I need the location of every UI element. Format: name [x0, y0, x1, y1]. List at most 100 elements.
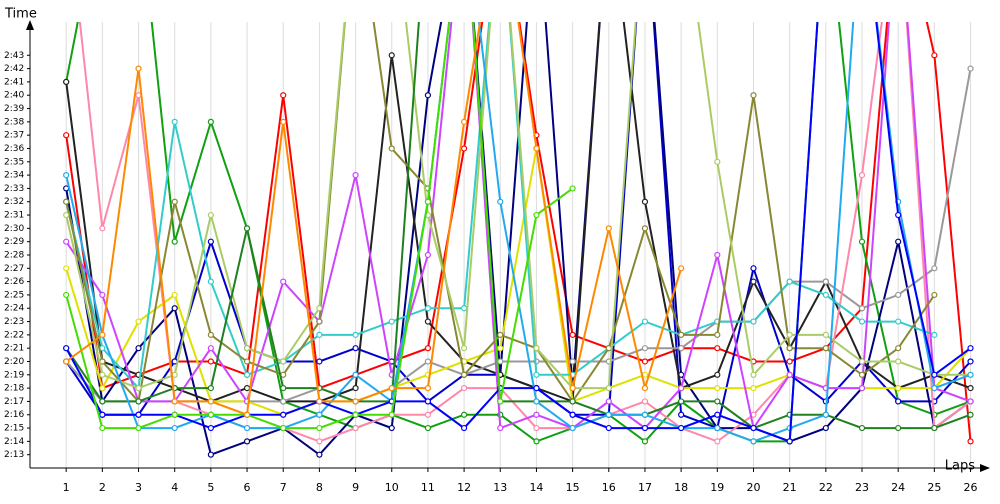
- point: [569, 185, 576, 192]
- point: [243, 225, 251, 232]
- point: [967, 398, 974, 405]
- point: [858, 238, 866, 245]
- point: [460, 371, 468, 378]
- point: [533, 424, 540, 432]
- point: [424, 305, 432, 312]
- y-tick-label: 2:36: [4, 144, 24, 154]
- x-tick-label: 25: [927, 481, 941, 494]
- point: [424, 358, 432, 365]
- point: [714, 385, 721, 392]
- point: [931, 331, 938, 338]
- point: [63, 172, 70, 179]
- point: [533, 145, 540, 152]
- y-tick-label: 2:42: [4, 64, 24, 74]
- point: [641, 358, 649, 365]
- point: [967, 345, 974, 352]
- point: [243, 358, 251, 365]
- point: [207, 358, 214, 365]
- point: [678, 398, 685, 405]
- point: [569, 424, 576, 432]
- point: [460, 411, 468, 418]
- point: [786, 278, 793, 285]
- point: [424, 251, 432, 259]
- point: [316, 424, 323, 432]
- y-tick-label: 2:33: [4, 184, 24, 194]
- point: [63, 358, 70, 365]
- point: [641, 198, 649, 205]
- point: [460, 424, 468, 432]
- point: [895, 358, 902, 365]
- y-tick-label: 2:27: [4, 264, 24, 274]
- point: [207, 211, 214, 219]
- point: [316, 451, 323, 458]
- x-tick-label: 1: [63, 481, 70, 494]
- point: [786, 331, 793, 338]
- x-tick-label: 6: [244, 481, 251, 494]
- point: [63, 211, 70, 219]
- point: [424, 385, 432, 392]
- y-tick-label: 2:16: [4, 410, 24, 420]
- point: [750, 318, 757, 325]
- point: [605, 411, 612, 418]
- y-tick-label: 2:39: [4, 104, 24, 114]
- point: [714, 158, 721, 165]
- point: [641, 225, 649, 232]
- y-tick-label: 2:29: [4, 237, 24, 247]
- point: [895, 424, 902, 432]
- point: [641, 398, 649, 405]
- point: [424, 318, 432, 325]
- point: [714, 424, 721, 432]
- x-tick-label: 8: [316, 481, 323, 494]
- point: [641, 345, 649, 352]
- point: [135, 65, 142, 72]
- point: [243, 371, 251, 378]
- point: [171, 238, 178, 245]
- point: [316, 358, 323, 365]
- y-tick-label: 2:31: [4, 211, 24, 221]
- grid: 1 2 3 4 5 6 7 8 9 10 11 12 13 14 15 16 17 18 19 20 21 22 23 24 2…: [4, 22, 978, 494]
- point: [171, 305, 178, 312]
- x-axis-title: Laps: [945, 459, 975, 474]
- point: [243, 385, 251, 392]
- point: [931, 291, 938, 299]
- point: [424, 345, 432, 352]
- y-tick-label: 2:24: [4, 304, 24, 314]
- plot-area: [63, 22, 974, 458]
- point: [605, 424, 612, 432]
- x-tick-label: 7: [280, 481, 287, 494]
- point: [967, 65, 974, 72]
- x-tick-label: 10: [385, 481, 399, 494]
- point: [280, 118, 287, 125]
- point: [497, 198, 504, 205]
- point: [99, 424, 106, 432]
- point: [895, 291, 902, 299]
- point: [280, 92, 287, 99]
- point: [533, 385, 540, 392]
- x-tick-label: 19: [710, 481, 724, 494]
- point: [388, 318, 395, 325]
- point: [171, 411, 178, 418]
- point: [207, 331, 214, 338]
- point: [750, 278, 757, 285]
- point: [895, 385, 902, 392]
- point: [967, 385, 974, 392]
- point: [207, 411, 214, 418]
- x-tick-label: 14: [529, 481, 543, 494]
- point: [171, 398, 178, 405]
- x-tick-label: 18: [674, 481, 688, 494]
- point: [858, 385, 866, 392]
- point: [931, 385, 938, 392]
- point: [171, 291, 178, 299]
- point: [533, 345, 540, 352]
- point: [895, 398, 902, 405]
- x-tick-label: 21: [783, 481, 797, 494]
- x-tick-label: 3: [135, 481, 142, 494]
- y-tick-label: 2:14: [4, 437, 24, 447]
- point: [750, 92, 757, 99]
- point: [497, 398, 504, 405]
- point: [135, 424, 142, 432]
- point: [497, 345, 504, 352]
- y-tick-label: 2:35: [4, 157, 24, 167]
- x-tick-label: 24: [891, 481, 905, 494]
